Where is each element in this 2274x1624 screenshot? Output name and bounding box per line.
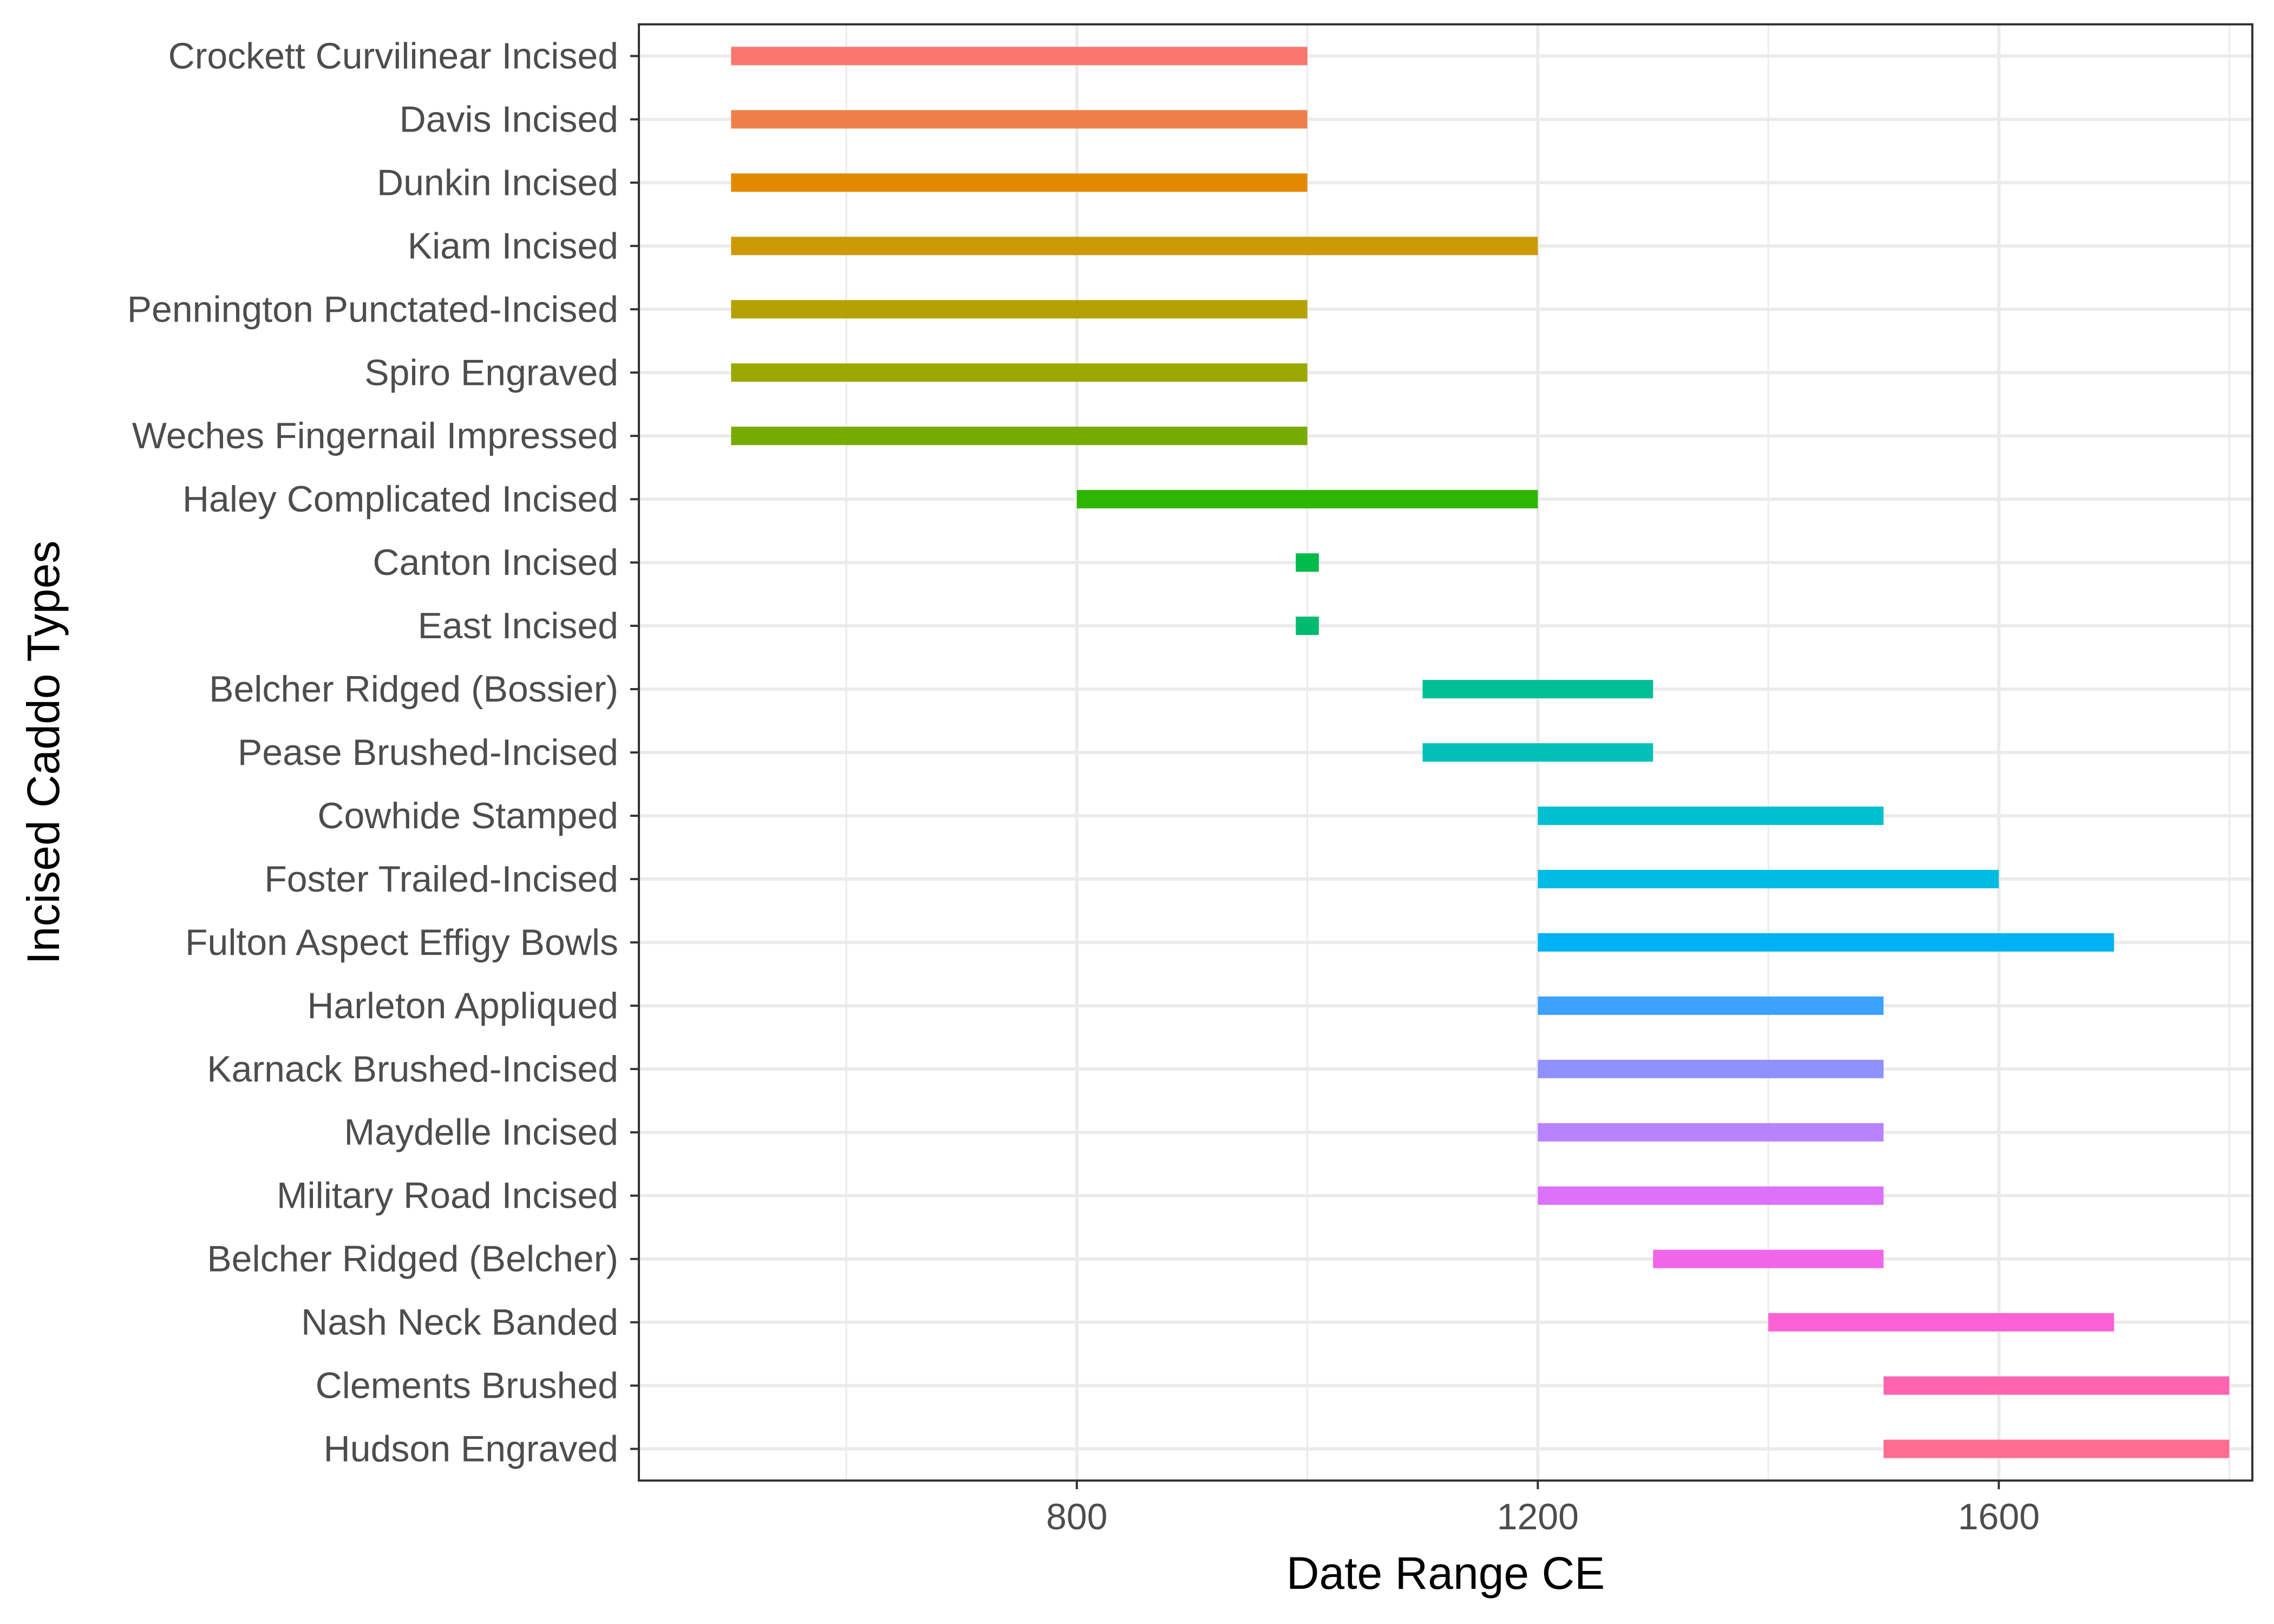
y-tick-label: Davis Incised xyxy=(400,99,618,140)
range-bar xyxy=(731,427,1308,446)
y-tick-label: Spiro Engraved xyxy=(364,352,618,393)
range-bar xyxy=(1538,1123,1884,1142)
y-tick-label: Cowhide Stamped xyxy=(317,795,618,836)
y-tick-label: Foster Trailed-Incised xyxy=(264,859,618,900)
range-bars xyxy=(731,47,2230,1458)
range-bar xyxy=(1538,869,1999,888)
range-bar xyxy=(731,363,1308,382)
y-axis-title: Incised Caddo Types xyxy=(18,541,69,965)
y-tick-label: Harleton Appliqued xyxy=(307,985,618,1026)
x-axis-title: Date Range CE xyxy=(1286,1548,1605,1599)
y-tick-label: Crockett Curvilinear Incised xyxy=(168,35,618,76)
y-tick-label: Pease Brushed-Incised xyxy=(238,732,618,773)
x-tick-label: 1600 xyxy=(1958,1496,2040,1537)
x-axis: 800 1200 1600 xyxy=(1046,1481,2040,1537)
range-bar xyxy=(1422,743,1654,762)
y-tick-label: Hudson Engraved xyxy=(324,1429,618,1470)
y-tick-label: Belcher Ridged (Belcher) xyxy=(207,1239,618,1280)
range-bar xyxy=(1883,1376,2230,1395)
range-bar xyxy=(1422,680,1654,699)
range-bar xyxy=(1538,1059,1884,1078)
range-bar xyxy=(1653,1249,1884,1268)
y-tick-label: Haley Complicated Incised xyxy=(182,479,618,520)
y-tick-label: Clements Brushed xyxy=(316,1365,618,1406)
range-bar xyxy=(1538,1186,1884,1205)
y-tick-label: East Incised xyxy=(418,605,618,646)
x-tick-label: 1200 xyxy=(1497,1496,1579,1537)
y-tick-label: Canton Incised xyxy=(373,542,618,583)
range-bar xyxy=(731,300,1308,319)
y-tick-label: Belcher Ridged (Bossier) xyxy=(209,669,618,710)
y-tick-label: Dunkin Incised xyxy=(377,162,618,203)
range-bar xyxy=(731,47,1308,66)
y-tick-label: Maydelle Incised xyxy=(344,1112,618,1153)
range-bar xyxy=(1538,933,2114,952)
range-bar xyxy=(731,173,1308,192)
range-bar xyxy=(1538,996,1884,1015)
y-tick-label: Weches Fingernail Impressed xyxy=(132,415,618,456)
y-axis: Crockett Curvilinear Incised Davis Incise… xyxy=(127,35,639,1470)
y-tick-label: Karnack Brushed-Incised xyxy=(207,1049,618,1090)
range-bar xyxy=(1768,1313,2114,1332)
y-tick-label: Military Road Incised xyxy=(277,1175,618,1216)
range-bar xyxy=(731,110,1308,129)
range-bar xyxy=(731,237,1538,256)
y-tick-label: Nash Neck Banded xyxy=(301,1302,618,1343)
x-tick-label: 800 xyxy=(1046,1496,1107,1537)
y-tick-label: Pennington Punctated-Incised xyxy=(127,289,618,330)
range-bar xyxy=(1538,806,1884,825)
range-bar xyxy=(1296,553,1319,572)
y-tick-label: Fulton Aspect Effigy Bowls xyxy=(185,922,618,963)
range-bar xyxy=(1296,617,1319,636)
range-bar xyxy=(1076,490,1538,509)
range-bar xyxy=(1883,1439,2230,1458)
y-tick-label: Kiam Incised xyxy=(408,225,618,266)
